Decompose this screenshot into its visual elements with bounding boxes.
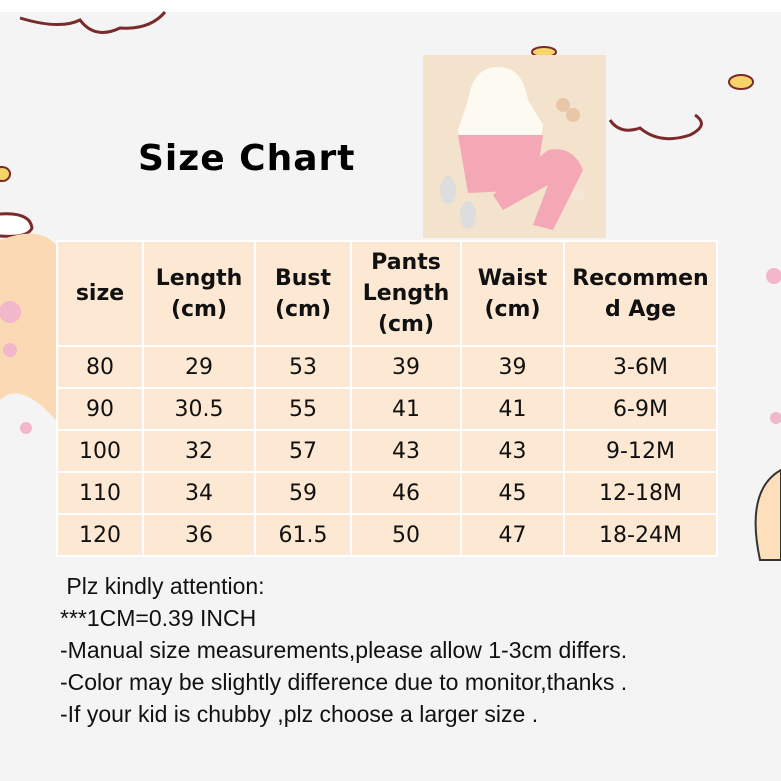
cell-pants-length: 43 <box>350 429 462 473</box>
cell-pants-length: 46 <box>350 471 462 515</box>
cell-pants-length: 39 <box>350 345 462 389</box>
cloud-outline <box>0 212 34 238</box>
hoodie-outfit-image <box>440 67 584 230</box>
cell-size: 120 <box>56 513 144 557</box>
top-strip <box>0 0 781 12</box>
table-row: 80 29 53 39 39 3-6M <box>56 345 718 389</box>
pink-dot <box>766 268 781 284</box>
pink-dot <box>20 422 32 434</box>
cell-size: 100 <box>56 429 144 473</box>
pink-dot <box>770 412 781 424</box>
cell-bust: 53 <box>254 345 352 389</box>
cell-recommend-age: 9-12M <box>563 429 718 473</box>
cell-waist: 45 <box>460 471 565 515</box>
cell-recommend-age: 12-18M <box>563 471 718 515</box>
orange-shape <box>0 233 56 420</box>
table-row: 120 36 61.5 50 47 18-24M <box>56 513 718 557</box>
cell-size: 80 <box>56 345 144 389</box>
cell-length: 34 <box>142 471 256 515</box>
pink-dot <box>0 301 21 323</box>
yellow-dot <box>0 166 11 182</box>
header-size: size <box>56 240 144 347</box>
cell-length: 30.5 <box>142 387 256 431</box>
header-waist: Waist (cm) <box>460 240 565 347</box>
yellow-dot <box>728 74 754 90</box>
cell-bust: 59 <box>254 471 352 515</box>
cell-size: 110 <box>56 471 144 515</box>
pink-dot <box>3 343 17 357</box>
cell-length: 36 <box>142 513 256 557</box>
cell-waist: 39 <box>460 345 565 389</box>
table-row: 100 32 57 43 43 9-12M <box>56 429 718 473</box>
cell-recommend-age: 3-6M <box>563 345 718 389</box>
cell-bust: 61.5 <box>254 513 352 557</box>
table-header-row: size Length (cm) Bust (cm) Pants Length … <box>56 240 718 347</box>
cell-length: 32 <box>142 429 256 473</box>
page-title: Size Chart <box>138 138 356 179</box>
cell-recommend-age: 6-9M <box>563 387 718 431</box>
cell-recommend-age: 18-24M <box>563 513 718 557</box>
size-table: size Length (cm) Bust (cm) Pants Length … <box>56 240 718 557</box>
header-bust: Bust (cm) <box>254 240 352 347</box>
note-line: -Color may be slightly difference due to… <box>60 669 628 695</box>
cell-bust: 55 <box>254 387 352 431</box>
orange-shape <box>754 468 781 561</box>
header-pants-length: Pants Length (cm) <box>350 240 462 347</box>
note-line: -If your kid is chubby ,plz choose a lar… <box>60 701 539 727</box>
cell-pants-length: 41 <box>350 387 462 431</box>
table-row: 110 34 59 46 45 12-18M <box>56 471 718 515</box>
cloud-outline <box>19 11 167 34</box>
table-row: 90 30.5 55 41 41 6-9M <box>56 387 718 431</box>
note-line: Plz kindly attention: <box>60 573 265 599</box>
header-recommend-age: Recommen d Age <box>563 240 718 347</box>
cell-pants-length: 50 <box>350 513 462 557</box>
cell-length: 29 <box>142 345 256 389</box>
product-photo <box>423 55 606 238</box>
header-length: Length (cm) <box>142 240 256 347</box>
notes: Plz kindly attention: ***1CM=0.39 INCH -… <box>60 570 627 730</box>
cell-waist: 43 <box>460 429 565 473</box>
cell-waist: 47 <box>460 513 565 557</box>
cell-bust: 57 <box>254 429 352 473</box>
note-line: ***1CM=0.39 INCH <box>60 605 257 631</box>
cell-waist: 41 <box>460 387 565 431</box>
cloud-outline <box>608 113 703 141</box>
note-line: -Manual size measurements,please allow 1… <box>60 637 628 663</box>
cell-size: 90 <box>56 387 144 431</box>
